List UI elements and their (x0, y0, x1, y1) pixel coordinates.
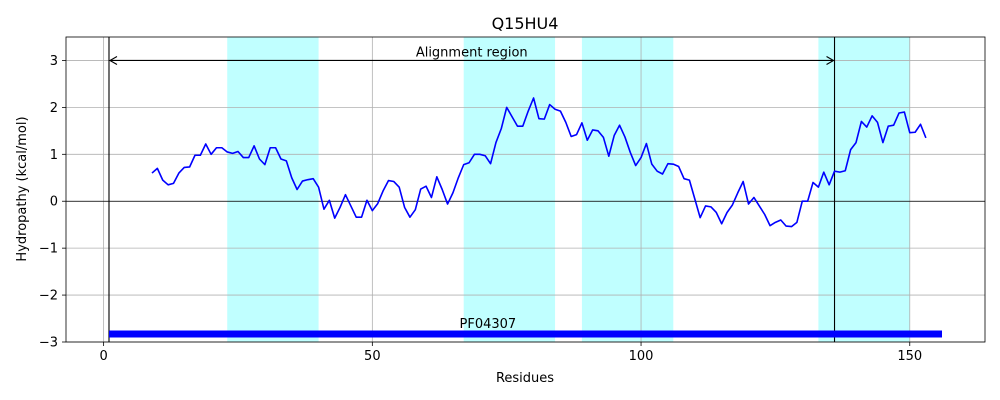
x-tick-label: 100 (629, 349, 654, 364)
y-tick-label: −3 (39, 336, 58, 351)
y-tick-label: −2 (39, 289, 58, 304)
shaded-region (818, 37, 910, 342)
alignment-boundaries (108, 37, 836, 342)
alignment-region-label: Alignment region (416, 45, 528, 60)
alignment-arrow-left-head (108, 55, 118, 65)
hydropathy-series-line (151, 97, 927, 228)
y-axis-title: Hydropathy (kcal/mol) (15, 116, 30, 261)
chart-title: Q15HU4 (492, 14, 559, 33)
x-tick-label: 0 (99, 349, 107, 364)
y-tick-label: 2 (50, 101, 58, 116)
x-tick-label: 50 (364, 349, 381, 364)
shaded-regions (227, 37, 910, 342)
shaded-region (227, 37, 319, 342)
y-tick-label: −1 (39, 242, 58, 257)
plot-frame (65, 36, 986, 343)
y-tick-label: 3 (50, 54, 58, 69)
y-tick-label: 1 (50, 148, 58, 163)
alignment-arrow (108, 55, 835, 65)
y-tick-label: 0 (50, 195, 58, 210)
shaded-region (463, 37, 556, 342)
x-axis-ticks: 0 50 100 150 (99, 342, 922, 364)
x-tick-label: 150 (897, 349, 922, 364)
alignment-arrow-right-head (826, 55, 835, 65)
y-axis-ticks: −3 −2 −1 0 1 2 3 (39, 54, 66, 351)
domain-label: PF04307 (460, 317, 517, 332)
shaded-region (581, 37, 674, 342)
x-axis-title: Residues (496, 371, 554, 386)
